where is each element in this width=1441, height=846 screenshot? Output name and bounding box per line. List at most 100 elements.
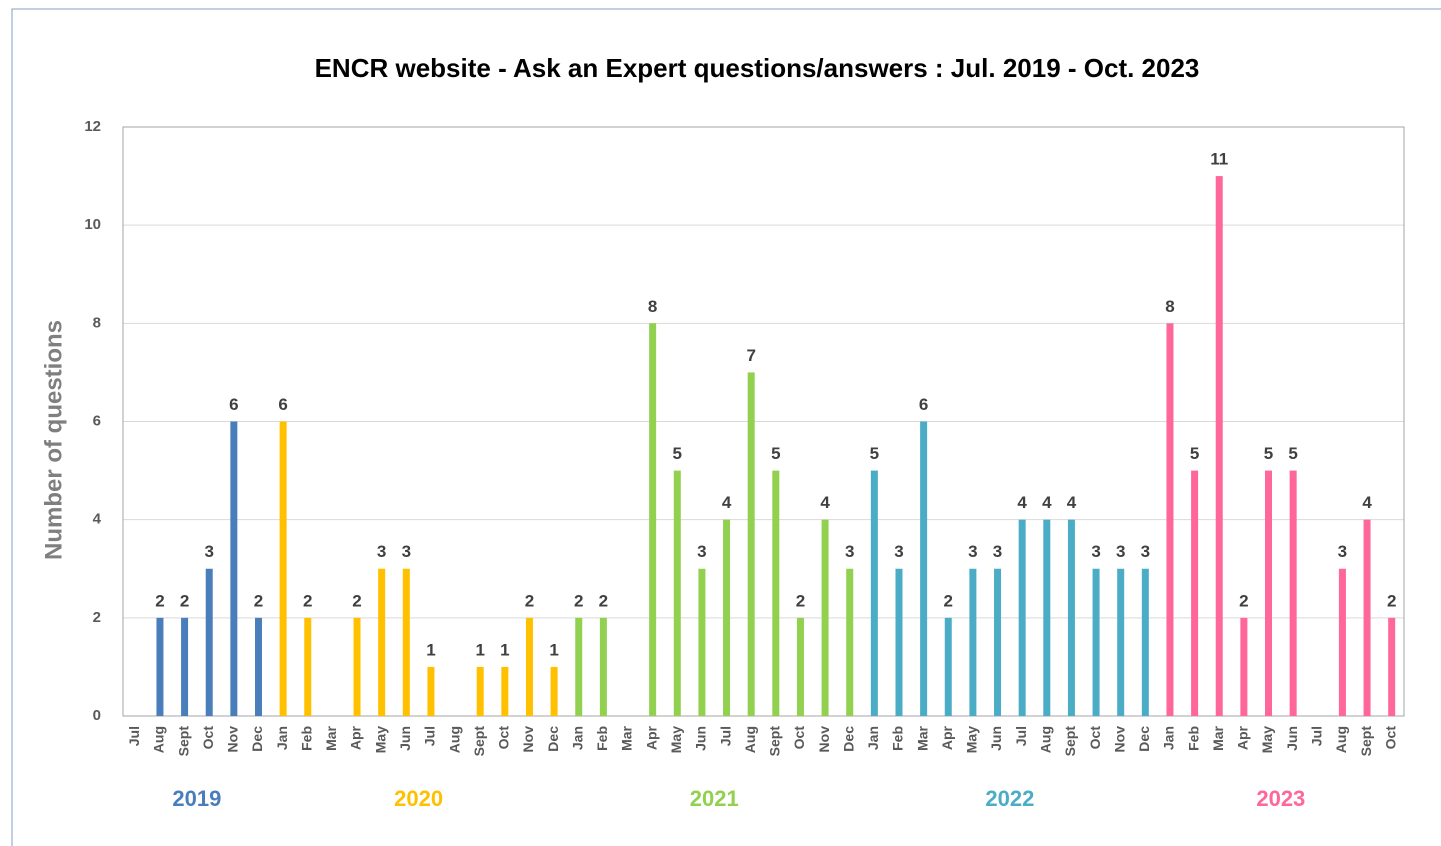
bar bbox=[1166, 323, 1174, 716]
bar bbox=[1191, 470, 1199, 716]
x-tick-label: Jan bbox=[1161, 726, 1177, 750]
data-label: 2 bbox=[155, 591, 164, 610]
x-tick-label: Mar bbox=[323, 725, 339, 750]
data-label: 2 bbox=[352, 591, 361, 610]
bar bbox=[279, 421, 287, 716]
x-tick-label: Jan bbox=[569, 726, 585, 750]
bar bbox=[501, 666, 509, 716]
x-tick-label: Nov bbox=[816, 726, 832, 753]
bar bbox=[772, 470, 780, 716]
bar bbox=[944, 617, 952, 716]
data-label: 2 bbox=[303, 591, 312, 610]
x-tick-label: Sept bbox=[1062, 726, 1078, 757]
bar bbox=[181, 617, 189, 716]
x-tick-label: Jan bbox=[274, 726, 290, 750]
x-tick-label: Jun bbox=[988, 726, 1004, 751]
x-tick-label: Feb bbox=[1185, 726, 1201, 751]
year-label: 2023 bbox=[1256, 786, 1305, 811]
data-label: 2 bbox=[796, 591, 805, 610]
bar bbox=[353, 617, 361, 716]
bar bbox=[575, 617, 583, 716]
bar bbox=[920, 421, 928, 716]
data-label: 7 bbox=[746, 346, 755, 365]
x-tick-label: Sept bbox=[471, 726, 487, 757]
bar bbox=[994, 568, 1002, 716]
x-tick-label: May bbox=[372, 726, 388, 753]
data-label: 6 bbox=[919, 395, 928, 414]
x-tick-label: Jun bbox=[1284, 726, 1300, 751]
bar bbox=[895, 568, 903, 716]
data-label: 5 bbox=[870, 444, 879, 463]
bar bbox=[1043, 519, 1051, 716]
x-tick-label: Apr bbox=[1235, 725, 1251, 750]
y-tick-label: 12 bbox=[84, 118, 101, 135]
x-tick-label: Jul bbox=[1013, 726, 1029, 746]
y-tick-label: 0 bbox=[93, 707, 101, 724]
x-tick-label: Jul bbox=[422, 726, 438, 746]
x-tick-label: Dec bbox=[249, 726, 265, 752]
bar bbox=[254, 617, 262, 716]
x-tick-label: Sept bbox=[175, 726, 191, 757]
bar bbox=[550, 666, 558, 716]
x-tick-label: Aug bbox=[1038, 726, 1054, 753]
data-label: 3 bbox=[1116, 542, 1125, 561]
bar bbox=[1240, 617, 1248, 716]
x-tick-label: Feb bbox=[298, 726, 314, 751]
data-label: 1 bbox=[475, 640, 484, 659]
x-tick-label: Mar bbox=[619, 725, 635, 750]
bar bbox=[1215, 176, 1223, 717]
data-label: 2 bbox=[180, 591, 189, 610]
x-tick-label: Sept bbox=[1358, 726, 1374, 757]
x-tick-label: May bbox=[964, 726, 980, 753]
x-tick-label: Nov bbox=[520, 726, 536, 753]
bar bbox=[698, 568, 706, 716]
data-label: 2 bbox=[1387, 591, 1396, 610]
x-tick-label: Oct bbox=[496, 726, 512, 750]
bar bbox=[1018, 519, 1026, 716]
x-tick-label: Oct bbox=[791, 726, 807, 750]
data-label: 3 bbox=[993, 542, 1002, 561]
y-tick-label: 10 bbox=[84, 216, 101, 233]
x-tick-label: Oct bbox=[1087, 726, 1103, 750]
bar bbox=[525, 617, 533, 716]
x-tick-label: Aug bbox=[151, 726, 167, 753]
chart-title: ENCR website - Ask an Expert questions/a… bbox=[315, 53, 1200, 83]
bar bbox=[649, 323, 657, 716]
plot-border bbox=[122, 126, 1405, 717]
data-label: 8 bbox=[1165, 297, 1174, 316]
bar bbox=[230, 421, 238, 716]
x-tick-label: Feb bbox=[890, 726, 906, 751]
data-label: 5 bbox=[771, 444, 780, 463]
x-tick-label: Sept bbox=[767, 726, 783, 757]
bar bbox=[723, 519, 731, 716]
y-axis-label: Number of questions bbox=[40, 320, 67, 560]
data-label: 1 bbox=[549, 640, 558, 659]
bar bbox=[1092, 568, 1100, 716]
data-label: 1 bbox=[500, 640, 509, 659]
bar bbox=[402, 568, 410, 716]
x-tick-label: Dec bbox=[840, 726, 856, 752]
bar bbox=[870, 470, 878, 716]
data-label: 2 bbox=[574, 591, 583, 610]
data-label: 11 bbox=[1210, 150, 1228, 169]
y-tick-label: 4 bbox=[93, 511, 102, 528]
bar bbox=[1388, 617, 1396, 716]
bar bbox=[378, 568, 386, 716]
x-tick-label: Aug bbox=[742, 726, 758, 753]
x-tick-label: Dec bbox=[1136, 726, 1152, 752]
data-label: 6 bbox=[229, 395, 238, 414]
bar bbox=[747, 372, 755, 716]
bar bbox=[673, 470, 681, 716]
x-tick-label: Aug bbox=[446, 726, 462, 753]
x-tick-label: Dec bbox=[545, 726, 561, 752]
bar bbox=[205, 568, 213, 716]
data-label: 4 bbox=[1362, 493, 1372, 512]
x-tick-label: Mar bbox=[914, 725, 930, 750]
data-label: 3 bbox=[845, 542, 854, 561]
x-tick-label: Apr bbox=[348, 725, 364, 750]
bar bbox=[156, 617, 164, 716]
x-tick-label: Oct bbox=[200, 726, 216, 750]
data-label: 5 bbox=[1264, 444, 1273, 463]
frame bbox=[11, 8, 1441, 846]
year-label: 2021 bbox=[690, 786, 739, 811]
